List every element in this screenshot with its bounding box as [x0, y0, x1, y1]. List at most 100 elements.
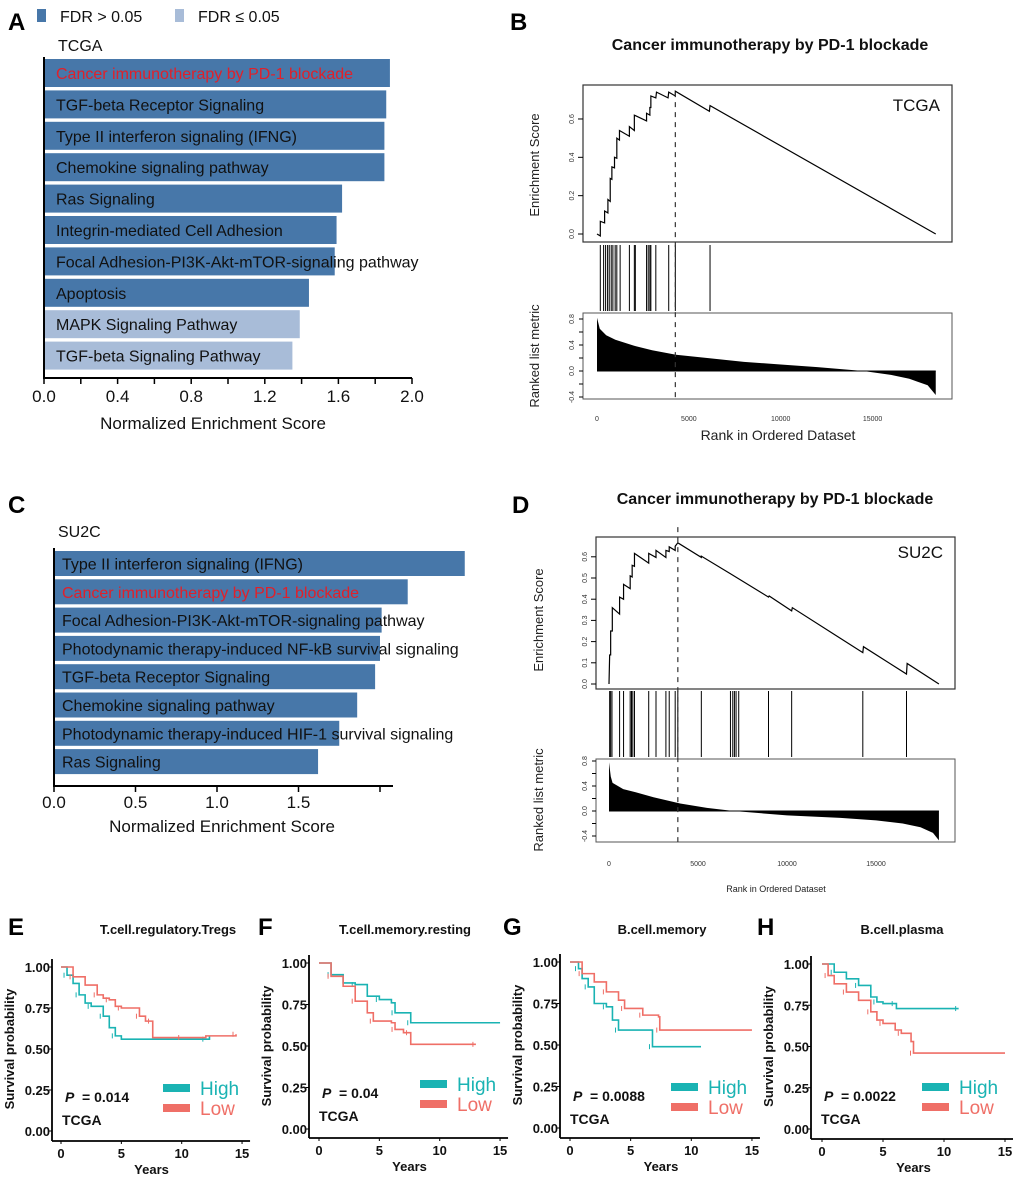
legend-swatch: [37, 9, 46, 22]
enrichment-score-curve: [608, 542, 940, 685]
x-axis-label: Rank in Ordered Dataset: [701, 427, 856, 443]
y-axis-label: Survival probability: [510, 984, 525, 1105]
x-tick-label: 0.4: [106, 387, 130, 406]
x-tick-label: 1.0: [205, 793, 229, 812]
ranked-metric-frame: [595, 758, 956, 843]
p-label: P: [824, 1088, 834, 1104]
metric-y-axis-label: Ranked list metric: [527, 304, 542, 408]
x-tick-label: 15000: [863, 416, 883, 423]
y-tick-label: 0.00: [784, 1122, 809, 1137]
x-axis-label: Normalized Enrichment Score: [109, 817, 335, 836]
bar: [54, 607, 382, 633]
legend-label: Low: [200, 1099, 235, 1120]
es-y-tick-label: 0.0: [582, 679, 589, 689]
x-axis-label: Rank in Ordered Dataset: [726, 884, 826, 894]
y-tick-label: 0.50: [25, 1042, 50, 1057]
x-tick-label: 15: [998, 1144, 1012, 1159]
y-tick-label: 0.25: [533, 1080, 558, 1095]
bar: [54, 635, 380, 661]
x-tick-label: 15: [745, 1143, 759, 1158]
y-tick-label: 0.00: [282, 1122, 307, 1137]
metric-y-tick-label: 0.4: [582, 781, 589, 791]
bar-label: Type II interferon signaling (IFNG): [62, 557, 303, 574]
cohort-label: TCGA: [62, 1112, 102, 1128]
metric-y-axis-label: Ranked list metric: [531, 748, 546, 852]
y-tick-label: 0.25: [784, 1081, 809, 1096]
panel-label: D: [512, 492, 529, 519]
legend-label: High: [959, 1078, 998, 1099]
chart-title: T.cell.regulatory.Tregs: [100, 922, 236, 937]
es-plot-frame: [595, 536, 956, 690]
bar: [54, 720, 340, 746]
metric-y-tick-label: -0.4: [582, 830, 589, 842]
bar: [54, 749, 319, 775]
legend-swatch: [163, 1084, 190, 1092]
chart-title: Cancer immunotherapy by PD-1 blockade: [612, 37, 929, 54]
metric-y-tick-label: 0.0: [569, 366, 576, 376]
metric-y-tick-label: 0.4: [569, 340, 576, 350]
bar: [44, 90, 387, 119]
y-axis-label: Survival probability: [259, 985, 274, 1106]
es-y-tick-label: 0.1: [582, 658, 589, 668]
x-axis-label: Normalized Enrichment Score: [100, 414, 326, 433]
p-value: = 0.0022: [841, 1088, 896, 1104]
x-axis-label: Years: [134, 1162, 169, 1177]
x-tick-label: 0.0: [32, 387, 56, 406]
es-plot-frame: [582, 84, 953, 243]
x-tick-label: 5: [376, 1143, 383, 1158]
bar: [44, 121, 385, 150]
p-label: P: [573, 1088, 583, 1104]
y-tick-label: 0.50: [282, 1039, 307, 1054]
y-tick-label: 1.00: [282, 956, 307, 971]
y-tick-label: 1.00: [25, 960, 50, 975]
y-tick-label: 0.25: [282, 1081, 307, 1096]
x-tick-label: 5: [118, 1146, 125, 1161]
ranked-metric-area: [597, 317, 936, 396]
bar-label: Ras Signaling: [62, 755, 161, 772]
x-axis-label: Years: [644, 1159, 679, 1174]
x-axis-label: Years: [392, 1159, 427, 1174]
chart-title: B.cell.plasma: [860, 922, 944, 937]
bar: [44, 216, 337, 244]
legend-label: FDR ≤ 0.05: [198, 9, 280, 26]
legend-label: High: [200, 1079, 239, 1100]
survival-curve-high: [319, 962, 501, 1024]
legend-swatch: [420, 1080, 447, 1088]
y-tick-label: 0.50: [533, 1038, 558, 1053]
ranked-metric-area: [609, 762, 939, 841]
es-y-axis-label: Enrichment Score: [531, 568, 546, 671]
metric-y-tick-label: 0.8: [569, 314, 576, 324]
bar: [54, 692, 358, 718]
x-tick-label: 1.2: [253, 387, 277, 406]
legend-label: FDR > 0.05: [60, 9, 142, 26]
es-y-tick-label: 0.2: [582, 637, 589, 647]
x-tick-label: 10000: [771, 416, 791, 423]
bar: [44, 59, 390, 87]
bar: [44, 153, 385, 182]
x-tick-label: 2.0: [400, 387, 424, 406]
x-tick-label: 15: [235, 1146, 249, 1161]
legend-swatch: [922, 1103, 949, 1111]
bar-label: TGF-beta Receptor Signaling: [56, 97, 264, 114]
x-tick-label: 0.0: [42, 793, 66, 812]
legend-swatch: [671, 1103, 698, 1111]
cohort-label: TCGA: [570, 1111, 610, 1127]
bar-label: Chemokine signaling pathway: [56, 160, 269, 177]
survival-curve-high: [61, 966, 211, 1040]
y-tick-label: 1.00: [533, 955, 558, 970]
x-tick-label: 0.8: [179, 387, 203, 406]
cohort-label: TCGA: [821, 1111, 861, 1127]
legend-swatch: [175, 9, 184, 22]
p-value: = 0.014: [82, 1089, 129, 1105]
y-tick-label: 0.00: [533, 1121, 558, 1136]
dataset-label: SU2C: [898, 543, 943, 562]
survival-curve-low: [822, 963, 1005, 1054]
y-tick-label: 0.50: [784, 1040, 809, 1055]
y-tick-label: 0.75: [784, 998, 809, 1013]
es-y-axis-label: Enrichment Score: [527, 113, 542, 216]
y-tick-label: 0.75: [25, 1001, 50, 1016]
es-y-tick-label: 0.3: [582, 615, 589, 625]
legend-swatch: [163, 1104, 190, 1112]
bar-label: Photodynamic therapy-induced NF-kB survi…: [62, 641, 459, 658]
bar: [54, 664, 376, 690]
